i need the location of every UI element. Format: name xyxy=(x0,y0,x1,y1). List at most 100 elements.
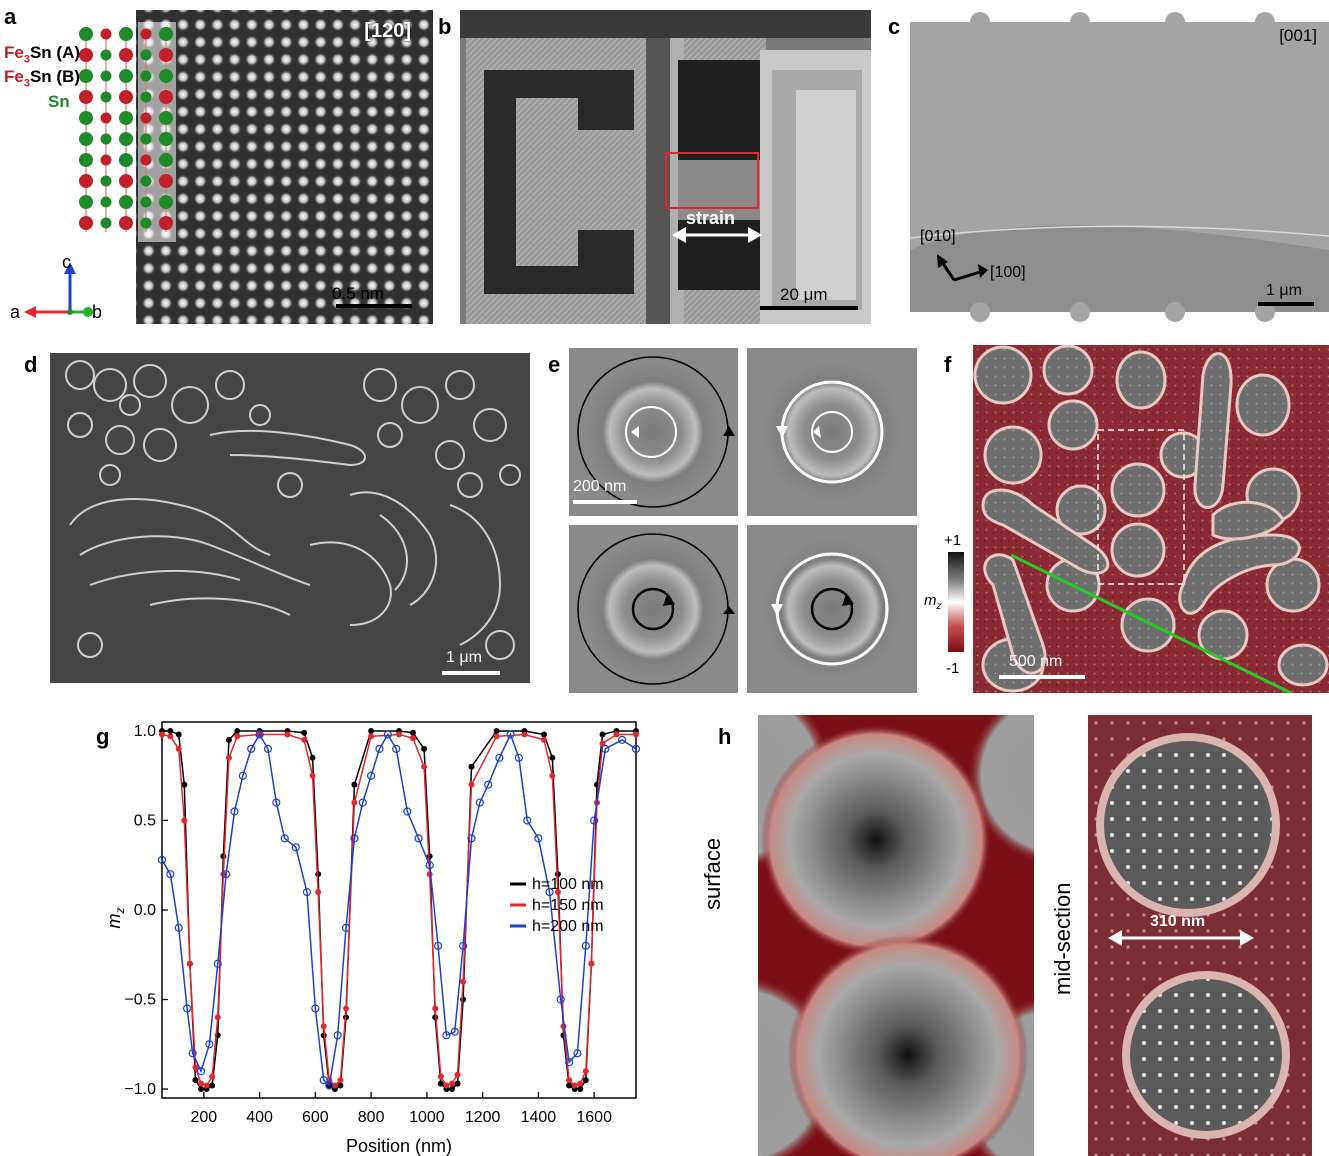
data-point xyxy=(433,941,443,950)
data-point xyxy=(196,1067,206,1076)
data-point xyxy=(467,834,476,843)
atom xyxy=(140,91,152,103)
data-point xyxy=(367,771,376,780)
panel-a-haadf-image: [120] 0.5 nm xyxy=(136,10,433,324)
atom xyxy=(79,174,93,188)
layer-label-fe3sn-a: Fe3Sn (A) xyxy=(4,43,81,66)
bubble-domain xyxy=(67,412,93,438)
atom xyxy=(119,153,133,167)
atom xyxy=(79,27,93,41)
data-point xyxy=(582,1077,589,1084)
data-point xyxy=(493,733,500,740)
data-point xyxy=(175,731,182,738)
data-point xyxy=(545,887,554,897)
data-point xyxy=(613,731,620,738)
data-point xyxy=(409,735,416,742)
data-point xyxy=(234,733,241,740)
data-point xyxy=(311,1004,320,1013)
data-point xyxy=(534,834,543,843)
scale-bar-label: 1 μm xyxy=(446,649,482,666)
data-point xyxy=(454,1080,461,1087)
data-point xyxy=(263,744,273,753)
atom xyxy=(140,196,152,208)
dimension-label: 310 nm xyxy=(1150,913,1206,930)
panel-e-bubble-images: 200 nm xyxy=(569,348,917,693)
data-point xyxy=(409,729,416,736)
data-point xyxy=(301,736,308,743)
data-point xyxy=(325,1081,334,1090)
data-point xyxy=(186,960,193,967)
zone-axis-label: [120] xyxy=(364,20,411,42)
data-point xyxy=(460,996,467,1003)
data-point xyxy=(331,1082,338,1089)
panel-d-domain-image: 1 μm xyxy=(50,345,530,693)
bubble-domain xyxy=(77,632,103,658)
bubble-domain xyxy=(445,370,475,400)
data-point xyxy=(523,816,532,825)
x-tick-label: 200 xyxy=(190,1109,217,1126)
domain-wall xyxy=(349,491,438,606)
direction-010-label: [010] xyxy=(920,228,956,245)
bubble-domain xyxy=(215,370,245,400)
data-point xyxy=(192,1077,199,1084)
data-point xyxy=(442,1031,451,1040)
panel-label-h: h xyxy=(718,724,732,749)
simulated-domain-pattern xyxy=(973,345,1329,693)
panel-label-f: f xyxy=(944,352,952,377)
x-tick-label: 600 xyxy=(302,1109,329,1126)
atom xyxy=(140,175,152,187)
crystal-axes-icon xyxy=(24,262,93,318)
data-point xyxy=(564,1058,574,1067)
strain-label: strain xyxy=(686,208,736,228)
atom xyxy=(159,48,173,62)
y-tick-label: −1.0 xyxy=(124,1081,156,1098)
atom xyxy=(159,27,173,41)
bubble-domain xyxy=(435,440,465,470)
data-point xyxy=(255,730,264,739)
data-point xyxy=(222,870,231,879)
atom xyxy=(100,196,112,208)
atom xyxy=(140,112,152,124)
data-point xyxy=(351,799,358,806)
atom xyxy=(100,112,112,124)
scale-bar xyxy=(1258,302,1314,306)
surface-label: surface xyxy=(700,837,725,910)
data-point xyxy=(443,1082,450,1089)
data-point xyxy=(392,744,401,753)
x-tick-label: 1200 xyxy=(465,1109,501,1126)
atom xyxy=(159,69,173,83)
colorbar-max-label: +1 xyxy=(944,532,962,549)
domain-wall xyxy=(209,429,366,467)
panel-c-lorentz-image: [001] [010] [100] 1 μm xyxy=(910,10,1329,324)
domain-wall xyxy=(149,597,291,616)
atom xyxy=(100,70,112,82)
data-point xyxy=(454,1071,461,1078)
atom xyxy=(119,27,133,41)
bubble-domain xyxy=(133,364,167,398)
layer-label-fe3sn-b: Fe3Sn (B) xyxy=(4,67,81,90)
panel-label-e: e xyxy=(548,352,561,377)
atom xyxy=(100,217,112,229)
data-point xyxy=(403,807,412,816)
data-point xyxy=(617,735,627,745)
magnetic-domain-pattern xyxy=(50,345,530,693)
data-point xyxy=(198,1080,205,1087)
domain-wall xyxy=(89,569,241,586)
bubble-domain xyxy=(363,368,397,402)
y-tick-label: −0.5 xyxy=(124,992,156,1009)
panel-h-midsection-image: 310 nm xyxy=(1088,715,1312,1156)
bubble-domain xyxy=(457,472,483,498)
data-point xyxy=(577,1086,584,1093)
bubble-domain xyxy=(485,630,515,660)
data-point xyxy=(174,923,183,933)
axis-a-label: a xyxy=(10,302,21,322)
x-tick-label: 1600 xyxy=(576,1109,612,1126)
data-point xyxy=(599,731,606,738)
bubble-domain xyxy=(473,408,507,442)
bubble-domain xyxy=(249,404,271,426)
data-point xyxy=(320,1023,327,1030)
data-point xyxy=(425,861,434,870)
atom xyxy=(119,90,133,104)
data-point xyxy=(506,730,515,739)
bubble-domain xyxy=(65,360,95,390)
